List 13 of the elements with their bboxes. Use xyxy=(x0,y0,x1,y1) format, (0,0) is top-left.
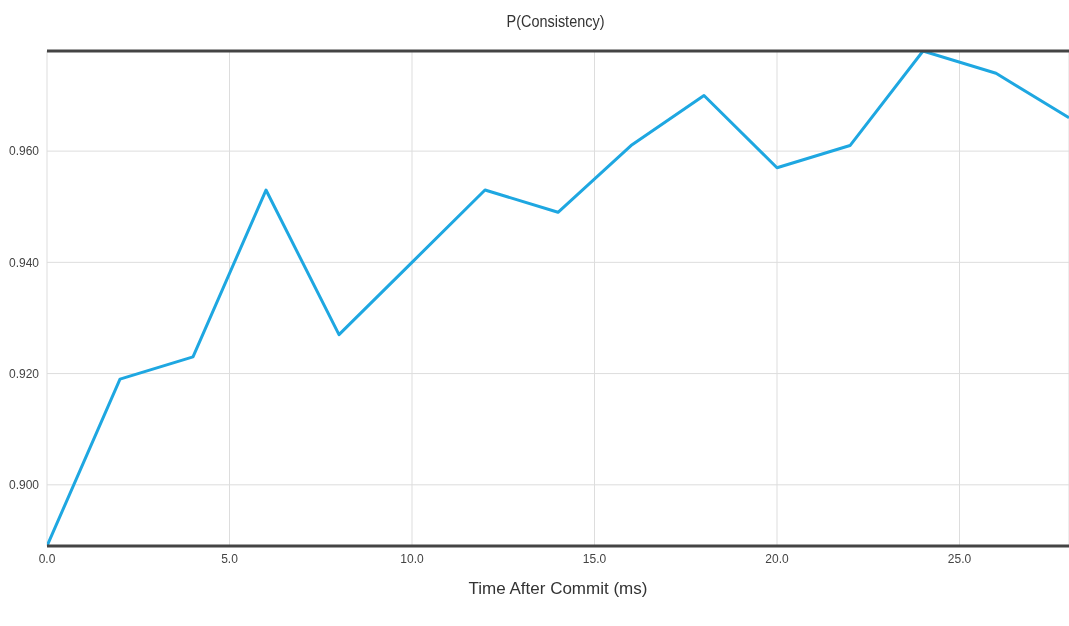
line-series xyxy=(47,51,1069,546)
x-tick-label: 10.0 xyxy=(400,551,424,566)
y-tick-label: 0.940 xyxy=(8,255,40,270)
x-tick-label: 5.0 xyxy=(221,551,239,566)
x-tick-label: 15.0 xyxy=(582,551,607,566)
y-tick-label: 0.960 xyxy=(8,144,40,159)
chart-title: P(Consistency) xyxy=(505,11,606,33)
x-tick-label: 0.0 xyxy=(38,551,56,566)
x-axis-title: Time After Commit (ms) xyxy=(468,579,648,598)
x-tick-label: 25.0 xyxy=(947,551,972,566)
x-tick-label: 20.0 xyxy=(765,551,789,566)
y-tick-label: 0.920 xyxy=(8,366,40,381)
y-tick-label: 0.900 xyxy=(8,478,40,493)
